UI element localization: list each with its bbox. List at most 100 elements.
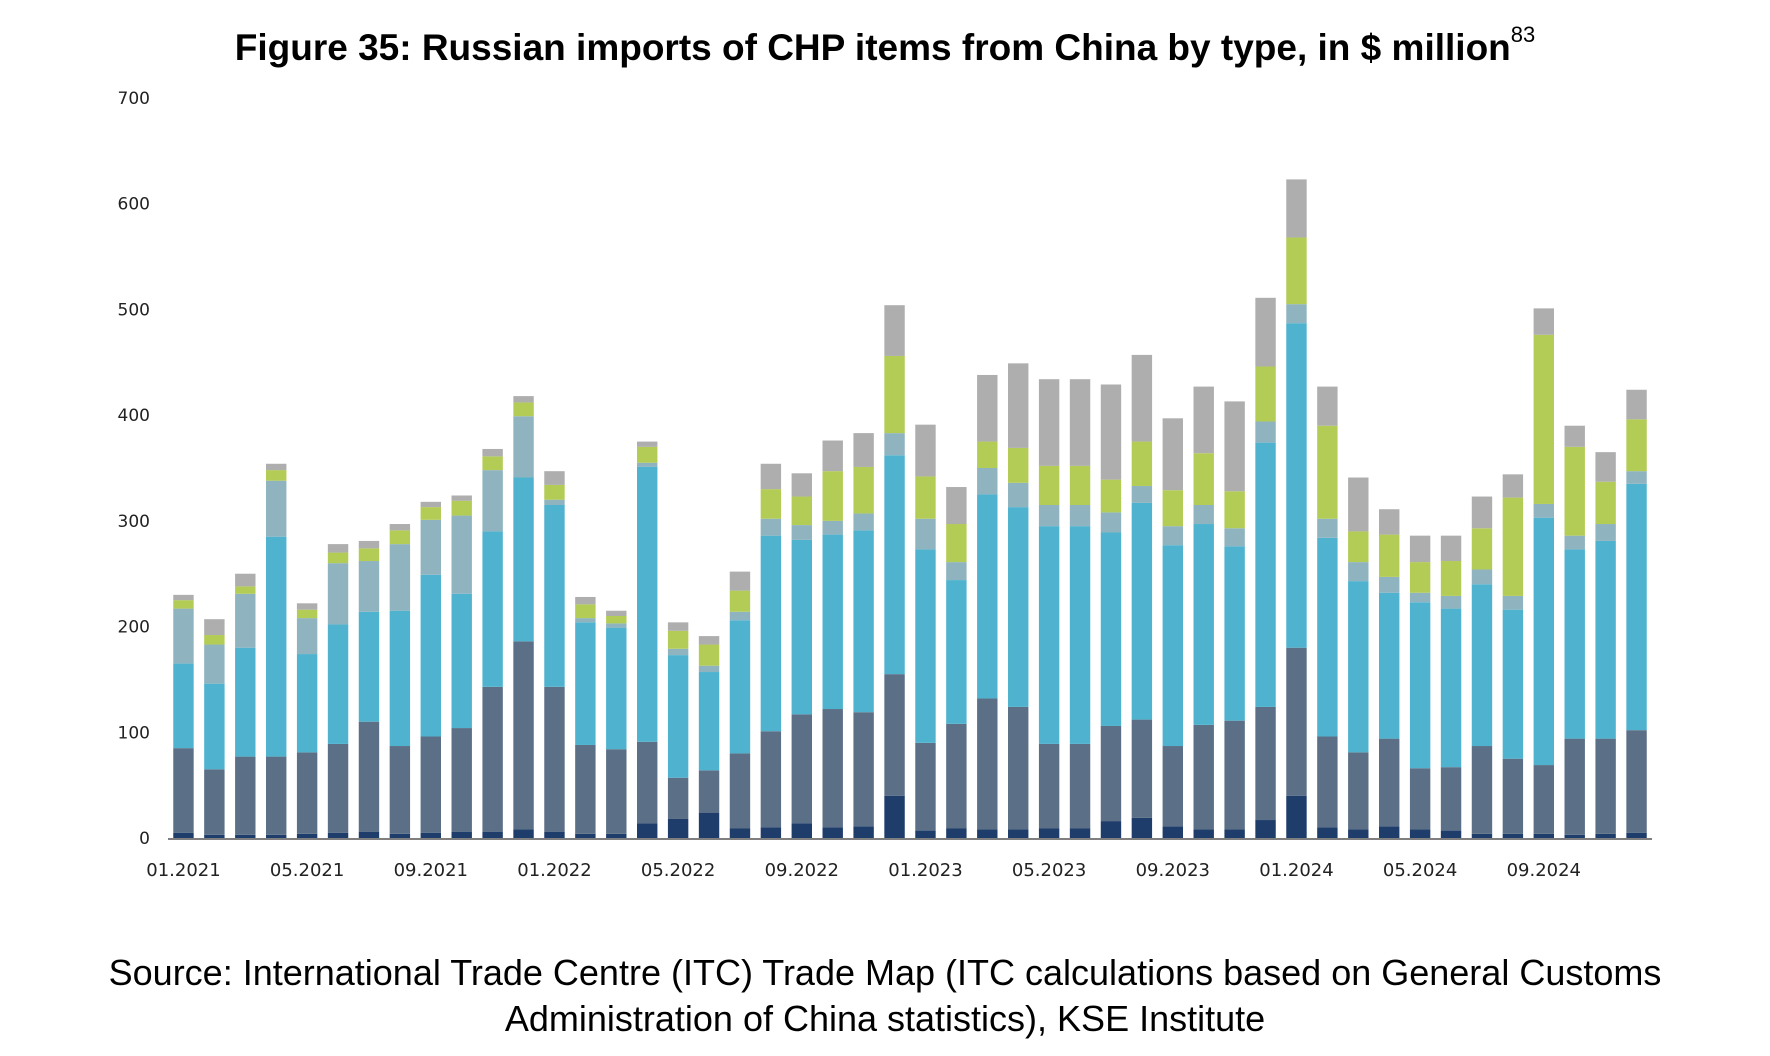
- bar-segment-tier-4-b: [1317, 386, 1338, 426]
- bar-segment-tier-1: [791, 823, 812, 838]
- bar-segment-tier-1: [698, 812, 720, 838]
- bar-segment-tier-4-b: [1409, 535, 1431, 563]
- bar-segment-tier-3-a: [358, 611, 380, 722]
- bar-segment-tier-4-b: [358, 540, 380, 549]
- bar-segment-tier-4-a: [729, 590, 751, 612]
- bar-segment-tier-1: [977, 829, 998, 838]
- bar-segment-tier-2: [451, 728, 472, 832]
- bar-segment-tier-1: [235, 834, 256, 838]
- bar-segment-tier-2: [1317, 736, 1338, 828]
- bar-segment-tier-1: [729, 828, 751, 838]
- bar-segment-tier-2: [1440, 767, 1462, 831]
- bar-segment-tier-3-a: [946, 580, 967, 724]
- bar-segment-tier-4-b: [1564, 425, 1585, 447]
- bar-segment-tier-2: [760, 731, 782, 828]
- title-footnote-marker: 83: [1510, 22, 1536, 47]
- bar-segment-tier-1: [1533, 833, 1554, 838]
- y-tick-label: 600: [118, 195, 150, 215]
- bar-segment-tier-4-a: [235, 586, 256, 594]
- bar-segment-tier-1: [1038, 828, 1060, 838]
- bar-segment-tier-1: [1440, 830, 1462, 838]
- bar-segment-tier-3-b: [915, 518, 936, 550]
- bar-segment-tier-2: [853, 712, 874, 827]
- bar-segment-tier-4-b: [1379, 509, 1400, 535]
- bar-segment-tier-3-a: [296, 654, 318, 753]
- x-tick-label: 09.2022: [765, 860, 839, 881]
- bar-segment-tier-3-b: [791, 525, 812, 540]
- bar-segment-tier-2: [327, 743, 349, 833]
- bar-segment-tier-4-a: [1595, 481, 1616, 525]
- bar-segment-tier-1: [544, 831, 565, 838]
- bar-segment-tier-4-a: [1224, 491, 1245, 529]
- bar-segment-tier-3-b: [420, 519, 441, 575]
- bar-segment-tier-4-a: [544, 484, 565, 500]
- bar-segment-tier-1: [1626, 832, 1647, 838]
- bar-segment-tier-2: [482, 686, 503, 832]
- bars: [173, 179, 1647, 838]
- bar-segment-tier-2: [667, 777, 689, 819]
- bar-segment-tier-4-a: [1502, 497, 1524, 596]
- bar-segment-tier-4-a: [1162, 490, 1183, 527]
- bar-segment-tier-3-a: [915, 549, 936, 743]
- bar-segment-tier-2: [915, 742, 936, 831]
- bar-segment-tier-4-a: [637, 446, 658, 463]
- bar-segment-tier-3-a: [1440, 608, 1462, 768]
- bar-segment-tier-4-a: [1440, 561, 1462, 596]
- x-tick-label: 01.2022: [517, 860, 591, 881]
- y-tick-label: 500: [118, 300, 150, 320]
- bar-segment-tier-1: [1100, 821, 1122, 838]
- bar-segment-tier-4-a: [1471, 528, 1493, 570]
- bar-segment-tier-3-a: [884, 455, 905, 675]
- bar-segment-tier-2: [513, 641, 534, 830]
- bar-segment-tier-1: [173, 832, 194, 838]
- bar-segment-tier-4-b: [1131, 354, 1153, 442]
- bar-segment-tier-4-a: [1008, 447, 1029, 483]
- bar-segment-tier-1: [513, 829, 534, 838]
- bar-segment-tier-3-a: [1409, 602, 1431, 769]
- bar-segment-tier-1: [389, 833, 411, 838]
- bar-segment-tier-4-a: [327, 552, 349, 564]
- bar-segment-tier-3-a: [667, 655, 689, 778]
- bar-segment-tier-2: [977, 698, 998, 830]
- bar-segment-tier-4-a: [760, 489, 782, 519]
- bar-segment-tier-4-a: [698, 644, 720, 666]
- bar-segment-tier-3-b: [760, 518, 782, 536]
- bar-segment-tier-2: [1348, 752, 1369, 830]
- bar-segment-tier-4-b: [1348, 477, 1369, 532]
- bar-segment-tier-3-b: [1038, 505, 1060, 527]
- bar-segment-tier-3-b: [1626, 471, 1647, 484]
- bar-segment-tier-4-a: [1533, 334, 1554, 504]
- bar-segment-tier-3-a: [266, 536, 287, 757]
- bar-segment-tier-2: [1595, 738, 1616, 834]
- bar-segment-tier-3-a: [575, 622, 596, 745]
- bar-segment-tier-2: [1471, 746, 1493, 834]
- bar-segment-tier-4-b: [1286, 179, 1307, 238]
- bar-segment-tier-2: [204, 769, 225, 835]
- bar-segment-tier-3-b: [1286, 304, 1307, 324]
- x-tick-label: 01.2021: [146, 860, 220, 881]
- bar-segment-tier-1: [1224, 829, 1245, 838]
- bar-segment-tier-3-a: [1471, 584, 1493, 747]
- bar-segment-tier-4-a: [1193, 453, 1214, 505]
- bar-segment-tier-2: [296, 752, 318, 834]
- bar-segment-tier-4-b: [173, 594, 194, 601]
- bar-segment-tier-3-b: [204, 644, 225, 684]
- bar-segment-tier-2: [389, 746, 411, 834]
- source-line-2: Administration of China statistics), KSE…: [504, 998, 1266, 1039]
- bar-segment-tier-1: [1348, 829, 1369, 838]
- y-tick-label: 400: [118, 406, 150, 426]
- x-tick-label: 01.2024: [1259, 860, 1333, 881]
- bar-segment-tier-2: [884, 674, 905, 796]
- bar-segment-tier-2: [358, 721, 380, 832]
- bar-segment-tier-2: [946, 723, 967, 829]
- bar-segment-tier-3-b: [1193, 505, 1214, 525]
- bar-segment-tier-2: [266, 756, 287, 835]
- bar-segment-tier-3-b: [1533, 503, 1554, 518]
- bar-segment-tier-3-b: [1595, 524, 1616, 541]
- bar-segment-tier-1: [606, 833, 627, 838]
- bar-segment-tier-4-b: [451, 495, 472, 501]
- bar-segment-tier-4-a: [1348, 531, 1369, 563]
- bar-segment-tier-4-b: [1533, 308, 1554, 335]
- bar-segment-tier-4-a: [420, 507, 441, 520]
- bar-segment-tier-3-b: [266, 480, 287, 537]
